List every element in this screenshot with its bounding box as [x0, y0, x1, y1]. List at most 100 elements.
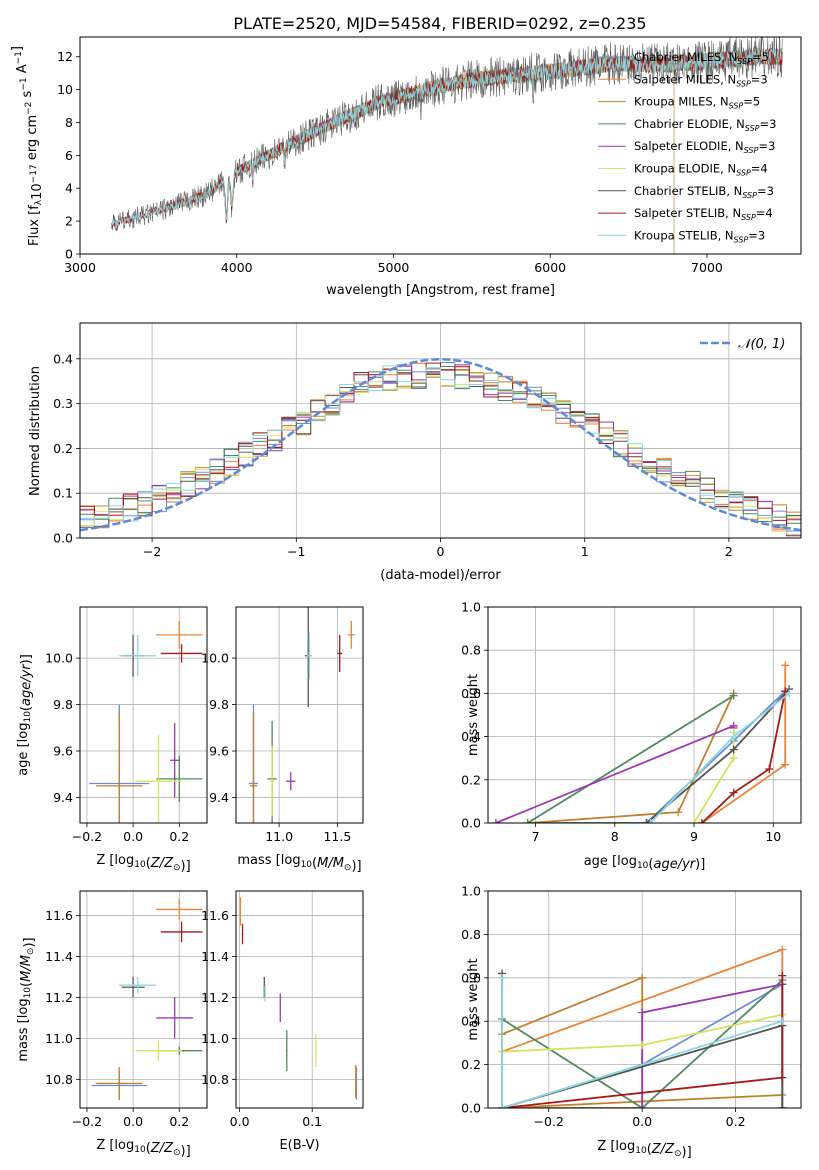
- label-part: ⊙: [344, 863, 352, 873]
- data-point: [180, 931, 183, 933]
- label-part: )]: [22, 937, 37, 947]
- data-point: [239, 910, 242, 913]
- plot-area: [80, 358, 801, 537]
- label-part: (: [648, 857, 653, 872]
- label-part: 10: [23, 987, 33, 999]
- label-part: )]: [181, 859, 191, 874]
- label-part: 10: [635, 1146, 647, 1156]
- chart-age_vs_mass: 11.0 11.5 9.4 9.6 9.8 10.0 mass [log10(M/M⊙)]: [201, 606, 364, 874]
- data-point: [338, 652, 341, 655]
- legend-text: =5: [743, 95, 760, 109]
- legend-entry: Chabrier ELODIE, NSSP=3: [634, 117, 776, 133]
- label-part: Z/Z: [150, 856, 174, 871]
- legend-text: Salpeter ELODIE, N: [634, 139, 744, 153]
- legend-text: Salpeter MILES, N: [634, 72, 736, 86]
- label-part: −1: [14, 51, 24, 64]
- x-axis-label: Z [log10(Z/Z⊙)]: [96, 1138, 190, 1159]
- data-point: [315, 1049, 317, 1052]
- label-part: Flux [f: [27, 205, 42, 246]
- x-axis-label: E(B-V): [279, 1138, 319, 1153]
- mass-weight-marker: [523, 819, 532, 823]
- data-point: [271, 780, 273, 782]
- data-point: [118, 785, 121, 787]
- mass-weight-marker: [674, 808, 683, 817]
- label-part: (: [312, 856, 317, 871]
- label-part: age [log: [16, 723, 31, 776]
- label-part: mass [log: [237, 853, 300, 868]
- mass-weight-line: [501, 976, 783, 1108]
- label-part: ⊙: [173, 1148, 181, 1158]
- plot-area: [248, 607, 355, 823]
- data-point: [252, 785, 255, 787]
- axes-frame: [79, 322, 802, 539]
- label-part: age/yr: [19, 663, 34, 706]
- axes-frame: [79, 36, 802, 255]
- y-tick-label: 11.2: [201, 990, 229, 1005]
- label-part: age/yr: [653, 857, 696, 872]
- legend-text: Chabrier STELIB, N: [634, 184, 742, 198]
- x-tick-label: 0.0: [123, 829, 143, 844]
- legend-text: =4: [751, 162, 768, 176]
- y-tick-label: 10.8: [45, 1072, 73, 1087]
- label-part: (: [647, 1142, 652, 1157]
- x-tick-label: 3000: [64, 260, 96, 275]
- label-part: ⊙: [173, 863, 181, 873]
- y-tick-label: 9.8: [209, 697, 229, 712]
- legend-entry: Salpeter ELODIE, NSSP=3: [634, 139, 775, 155]
- y-tick-label: 0.0: [461, 1101, 481, 1116]
- y-tick-label: 6: [65, 148, 73, 163]
- y-tick-label: 0.2: [461, 1057, 481, 1072]
- data-point: [178, 908, 181, 911]
- y-tick-label: 11.6: [45, 908, 73, 923]
- x-axis-label: age [log10(age/yr)]: [584, 854, 706, 872]
- mass-weight-line: [525, 694, 735, 823]
- y-tick-label: 0.4: [461, 729, 481, 744]
- legend-entry: Salpeter MILES, NSSP=3: [634, 72, 768, 88]
- x-tick-label: 0.0: [123, 1114, 143, 1129]
- label-part: −1: [19, 77, 29, 90]
- chart-age_vs_Z: −0.2 0.0 0.29.49.69.810.0Z [log10(Z/Z⊙)]ag…: [16, 606, 208, 874]
- x-tick-label: −2: [143, 544, 161, 559]
- y-tick-label: 11.2: [45, 990, 73, 1005]
- legend-text: Salpeter STELIB, N: [634, 206, 741, 220]
- y-tick-label: 9.4: [53, 790, 73, 805]
- mass-weight-marker: [729, 754, 738, 763]
- mass-weight-line: [701, 691, 787, 823]
- x-tick-label: 7: [532, 829, 540, 844]
- label-part: 10: [301, 860, 313, 870]
- y-tick-label: 0.6: [461, 686, 481, 701]
- legend-text: =3: [751, 72, 768, 86]
- legend-sub: SSP: [742, 191, 757, 200]
- data-point: [289, 780, 292, 782]
- label-part: )]: [351, 859, 361, 874]
- y-tick-label: 11.6: [201, 908, 229, 923]
- axes-frame: [235, 606, 364, 824]
- x-tick-label: −0.2: [72, 829, 102, 844]
- data-point: [264, 992, 266, 995]
- data-point: [180, 652, 183, 655]
- label-part: )]: [181, 1144, 191, 1159]
- x-tick-label: −0.2: [534, 1114, 564, 1129]
- label-part: Z [log: [597, 1139, 635, 1154]
- axes-frame: [79, 606, 208, 824]
- mass-weight-marker: [778, 1073, 787, 1082]
- y-tick-label: 1.0: [461, 600, 481, 615]
- label-part: ⊙: [26, 948, 36, 956]
- x-tick-label: 2: [725, 544, 733, 559]
- x-axis-label: Z [log10(Z/Z⊙)]: [597, 1139, 691, 1160]
- label-part: −17: [29, 164, 39, 183]
- chart-mass_vs_EBV: 0.0 0.1 10.8 11.0 11.2 11.4 11.6 E(B-V): [201, 890, 364, 1153]
- y-tick-label: 0.2: [53, 441, 73, 456]
- legend-entry: Chabrier MILES, NSSP=5: [634, 50, 769, 66]
- label-part: (: [19, 706, 34, 711]
- y-tick-label: 0: [65, 247, 73, 262]
- x-tick-label: −0.2: [72, 1114, 102, 1129]
- label-part: age [log: [584, 854, 637, 869]
- label-part: (: [146, 856, 151, 871]
- x-tick-label: 0.1: [302, 1114, 322, 1129]
- x-tick-label: 0.0: [632, 1114, 652, 1129]
- x-tick-label: 6000: [534, 260, 566, 275]
- label-part: 10: [30, 183, 45, 200]
- label-part: s: [20, 90, 35, 101]
- y-tick-label: 8: [65, 115, 73, 130]
